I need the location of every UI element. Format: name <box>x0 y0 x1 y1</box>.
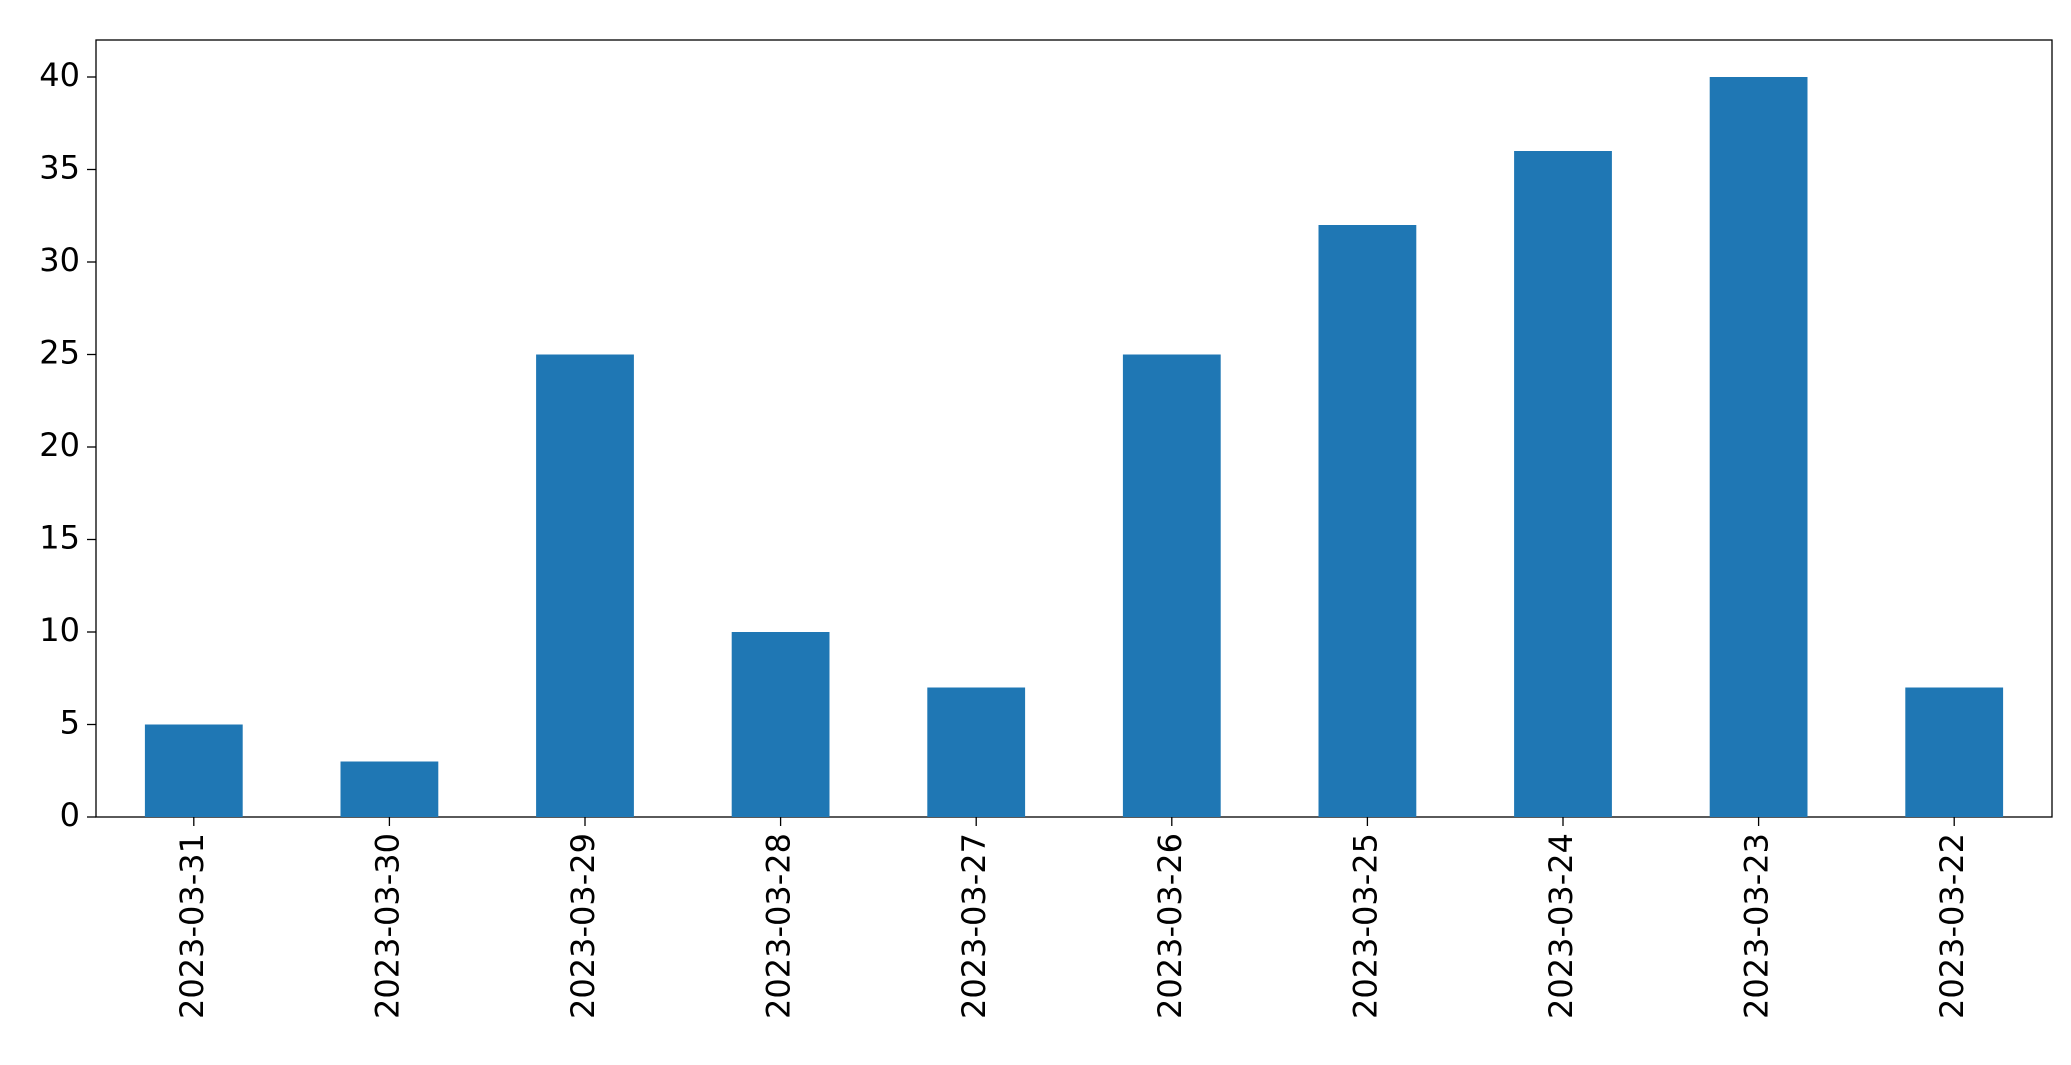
y-tick-label: 25 <box>39 334 80 372</box>
y-tick-label: 15 <box>39 519 80 557</box>
bar <box>1905 687 2004 817</box>
bar <box>1318 225 1417 817</box>
x-tick-label: 2023-03-24 <box>1542 833 1580 1019</box>
bar <box>536 354 634 817</box>
y-tick-label: 10 <box>39 611 80 649</box>
bar <box>340 761 439 817</box>
x-tick-label: 2023-03-31 <box>173 833 211 1019</box>
bar <box>144 724 243 817</box>
y-tick-label: 20 <box>39 426 80 464</box>
x-tick-label: 2023-03-29 <box>564 833 602 1019</box>
bar <box>731 632 830 817</box>
x-tick-label: 2023-03-27 <box>955 833 993 1019</box>
bar <box>1514 151 1612 817</box>
y-tick-label: 0 <box>60 796 80 834</box>
x-tick-label: 2023-03-22 <box>1933 833 1971 1019</box>
bar <box>1122 354 1221 817</box>
x-tick-label: 2023-03-30 <box>368 833 406 1019</box>
bar <box>1709 77 1808 817</box>
bar <box>927 687 1026 817</box>
x-tick-label: 2023-03-25 <box>1346 833 1384 1019</box>
y-tick-label: 40 <box>39 56 80 94</box>
x-tick-label: 2023-03-23 <box>1738 833 1776 1019</box>
x-tick-label: 2023-03-26 <box>1151 833 1189 1019</box>
x-tick-label: 2023-03-28 <box>760 833 798 1019</box>
y-tick-label: 30 <box>39 241 80 279</box>
plot-frame <box>95 39 2053 818</box>
y-tick-label: 35 <box>39 149 80 187</box>
y-tick-label: 5 <box>60 704 80 742</box>
